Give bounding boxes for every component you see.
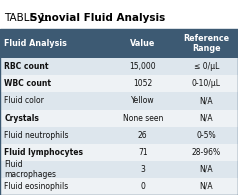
Bar bbox=[175, 144, 238, 161]
Bar bbox=[175, 178, 238, 195]
Text: Fluid color: Fluid color bbox=[4, 97, 44, 105]
Bar bbox=[0, 75, 111, 92]
Text: Reference
Range: Reference Range bbox=[183, 34, 229, 53]
Text: 28-96%: 28-96% bbox=[192, 148, 221, 157]
Bar bbox=[111, 110, 175, 127]
Text: 3: 3 bbox=[140, 165, 145, 174]
Bar bbox=[0, 178, 111, 195]
Bar bbox=[111, 58, 175, 75]
Bar bbox=[0, 29, 111, 58]
Bar bbox=[175, 92, 238, 110]
Text: 71: 71 bbox=[138, 148, 148, 157]
Bar bbox=[0, 58, 111, 75]
Bar bbox=[175, 127, 238, 144]
Text: WBC count: WBC count bbox=[4, 79, 51, 88]
Bar bbox=[0, 110, 111, 127]
Text: Fluid
macrophages: Fluid macrophages bbox=[4, 160, 56, 179]
Bar bbox=[175, 58, 238, 75]
Bar bbox=[0, 127, 111, 144]
Text: 15,000: 15,000 bbox=[129, 62, 156, 71]
Text: Synovial Fluid Analysis: Synovial Fluid Analysis bbox=[30, 12, 166, 23]
Bar bbox=[111, 127, 175, 144]
Bar bbox=[175, 110, 238, 127]
Text: Value: Value bbox=[130, 39, 155, 48]
Text: 26: 26 bbox=[138, 131, 148, 140]
Text: ≤ 0/μL: ≤ 0/μL bbox=[194, 62, 219, 71]
Bar bbox=[111, 161, 175, 178]
Text: Fluid lymphocytes: Fluid lymphocytes bbox=[4, 148, 83, 157]
Text: None seen: None seen bbox=[123, 113, 163, 123]
Text: Fluid Analysis: Fluid Analysis bbox=[4, 39, 67, 48]
Bar bbox=[175, 161, 238, 178]
Bar bbox=[0, 29, 238, 195]
Bar bbox=[0, 92, 111, 110]
Bar bbox=[111, 144, 175, 161]
Text: TABLE 1.: TABLE 1. bbox=[4, 12, 52, 23]
Text: Crystals: Crystals bbox=[4, 113, 39, 123]
Text: 0-10/μL: 0-10/μL bbox=[192, 79, 221, 88]
Bar bbox=[0, 144, 111, 161]
Bar bbox=[111, 92, 175, 110]
Bar bbox=[175, 29, 238, 58]
Text: RBC count: RBC count bbox=[4, 62, 49, 71]
Text: Yellow: Yellow bbox=[131, 97, 155, 105]
Bar bbox=[111, 29, 175, 58]
Text: 0-5%: 0-5% bbox=[197, 131, 216, 140]
Bar bbox=[0, 161, 111, 178]
Text: N/A: N/A bbox=[200, 97, 213, 105]
Text: N/A: N/A bbox=[200, 165, 213, 174]
Text: 0: 0 bbox=[140, 182, 145, 191]
Text: Fluid neutrophils: Fluid neutrophils bbox=[4, 131, 69, 140]
Bar bbox=[175, 75, 238, 92]
Text: 1052: 1052 bbox=[133, 79, 152, 88]
Text: N/A: N/A bbox=[200, 182, 213, 191]
Bar bbox=[111, 75, 175, 92]
Bar bbox=[111, 178, 175, 195]
Text: Fluid eosinophils: Fluid eosinophils bbox=[4, 182, 69, 191]
Text: N/A: N/A bbox=[200, 113, 213, 123]
